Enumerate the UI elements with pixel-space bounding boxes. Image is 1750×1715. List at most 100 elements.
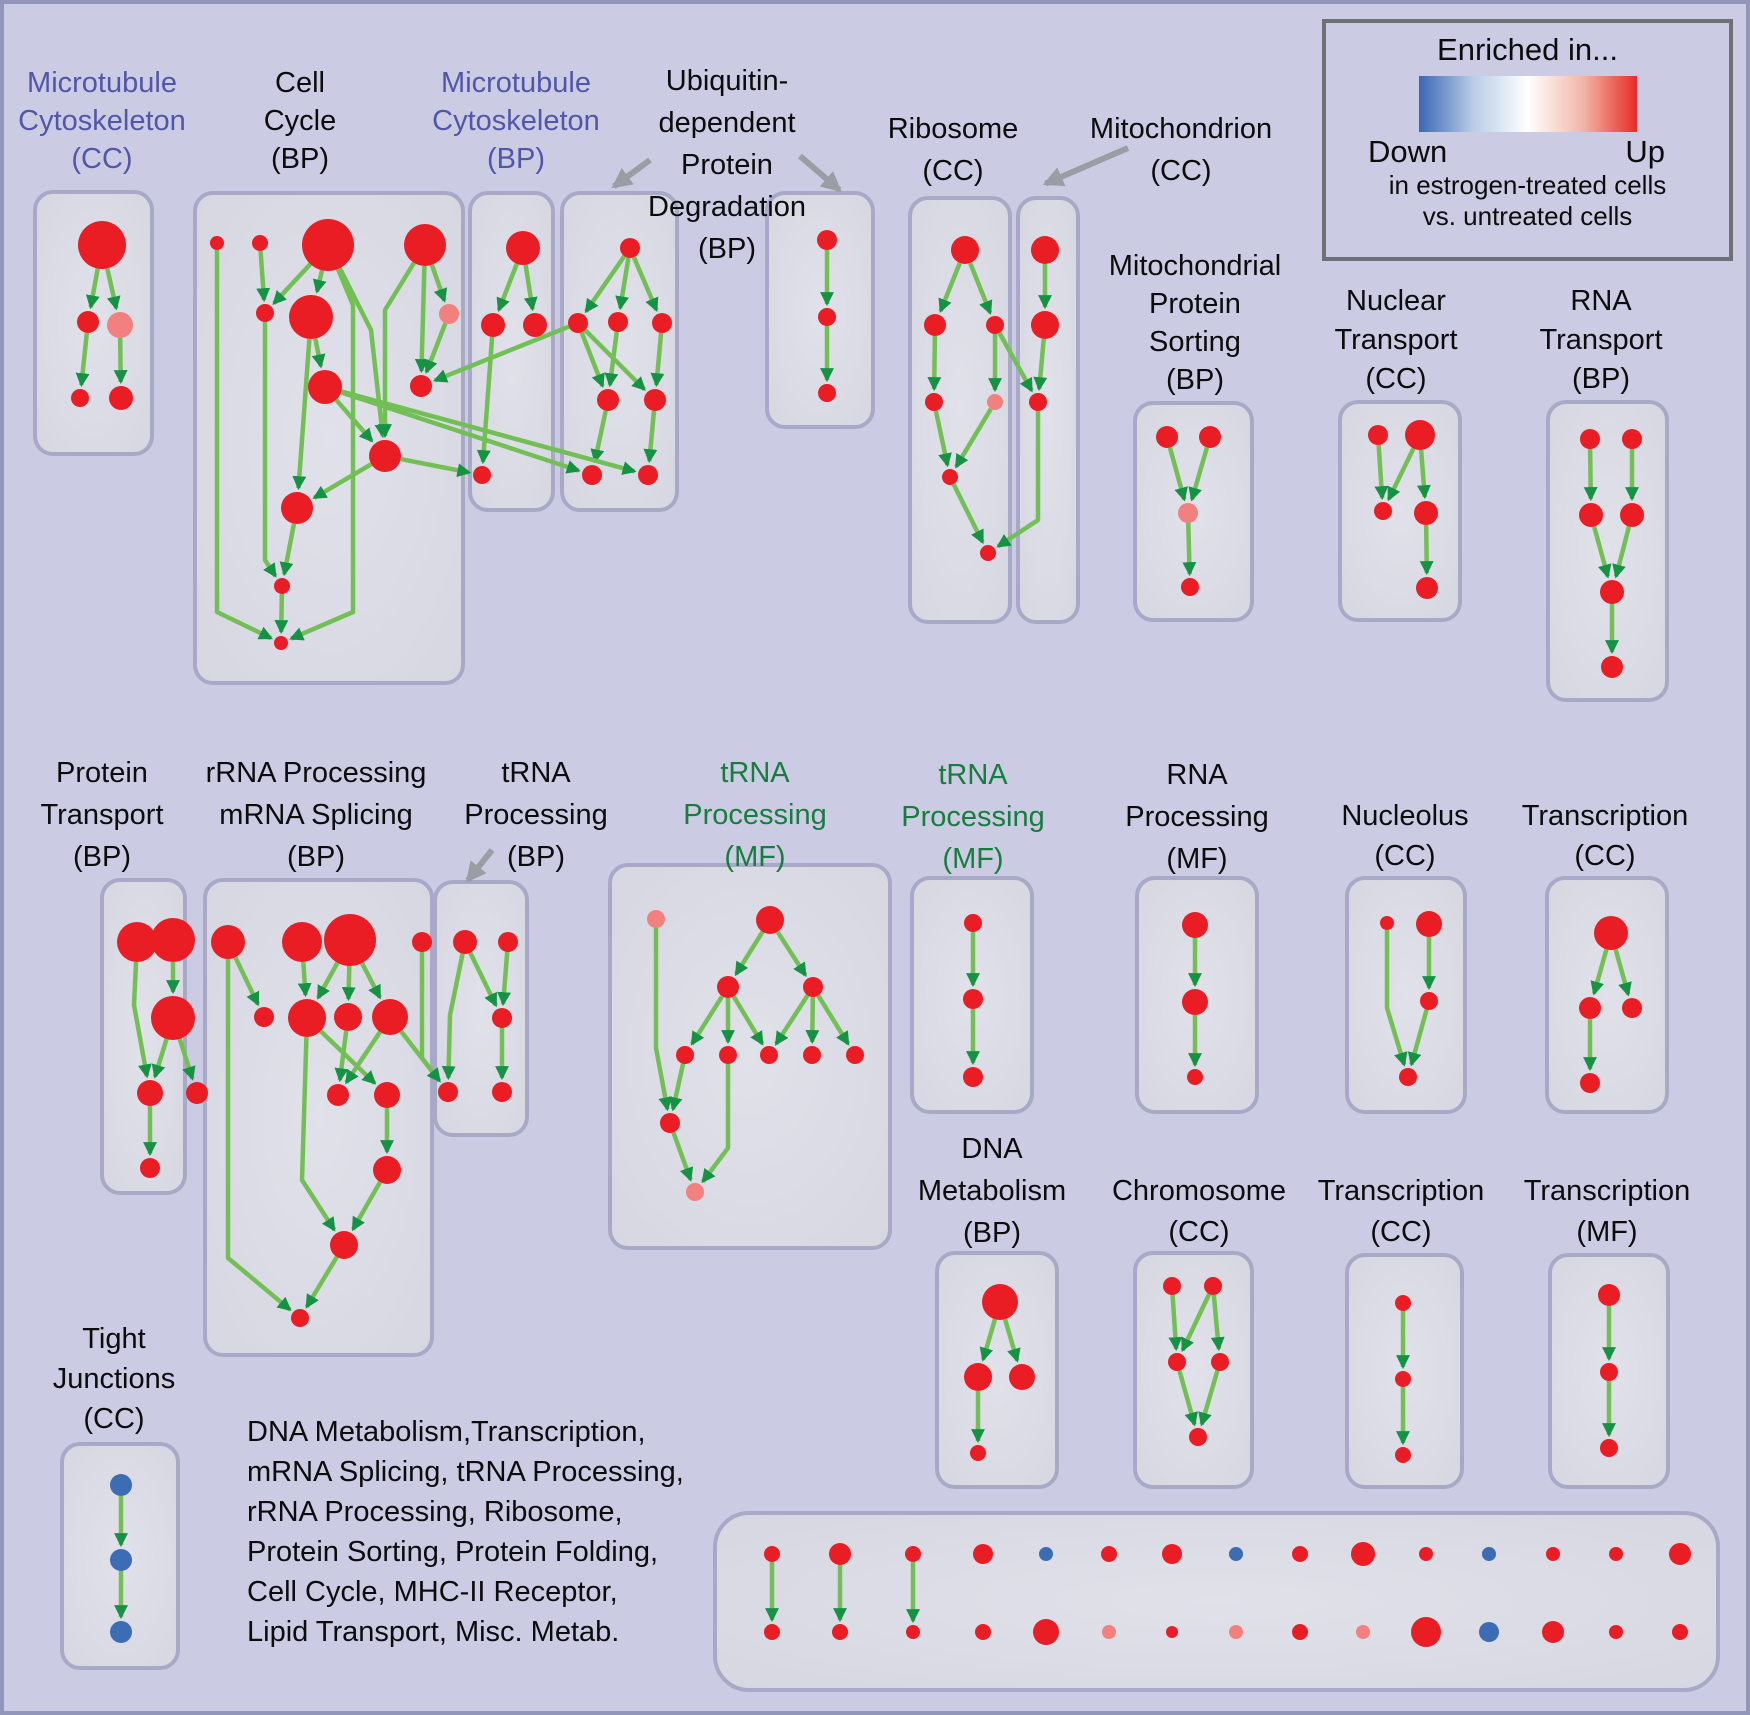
node xyxy=(1600,580,1624,604)
node xyxy=(324,914,376,966)
edge xyxy=(968,262,993,315)
dna-metabolism-bp-box xyxy=(935,1251,1059,1489)
boxes-layer xyxy=(33,190,1720,1692)
node xyxy=(1609,1625,1623,1639)
edge xyxy=(334,398,374,443)
note-line: rRNA Processing, Ribosome, xyxy=(247,1496,623,1528)
node xyxy=(1395,1371,1411,1387)
edge xyxy=(359,962,382,1000)
transcription-cc-a-label: Transcription (CC) xyxy=(1522,800,1689,872)
node xyxy=(1419,1547,1433,1561)
node xyxy=(1292,1546,1308,1562)
edge xyxy=(523,264,538,312)
edge xyxy=(996,411,1041,549)
node xyxy=(986,316,1004,334)
node xyxy=(1411,1617,1441,1647)
edge xyxy=(432,324,570,383)
edge xyxy=(279,523,297,577)
node xyxy=(282,922,322,962)
edge xyxy=(497,951,511,1007)
node xyxy=(818,384,836,402)
mt-cytoskeleton-bp-label: Microtubule Cytoskeleton (BP) xyxy=(432,67,600,175)
node xyxy=(372,999,408,1035)
edge xyxy=(690,995,725,1046)
node xyxy=(1199,426,1221,448)
node xyxy=(1351,1542,1375,1566)
edge xyxy=(1591,525,1612,579)
ubiquitin-degradation-bp-label: Ubiquitin-dependent Protein Degradation (BP… xyxy=(648,65,806,265)
node xyxy=(764,1624,780,1640)
labels-layer: Microtubule Cytoskeleton (CC) Cell Cycle (BP)… xyxy=(18,65,1690,1435)
nucleolus-cc-box xyxy=(1345,876,1467,1114)
node xyxy=(254,1007,274,1027)
node xyxy=(523,313,547,337)
node xyxy=(1579,503,1603,527)
edge xyxy=(643,410,658,464)
label-pointer-arrow xyxy=(1042,145,1130,187)
node xyxy=(1229,1625,1243,1639)
edge xyxy=(584,254,627,314)
edge xyxy=(424,322,448,374)
node xyxy=(327,1084,349,1106)
mitochondrion-cc-label: Mitochondrion (CC) xyxy=(1090,113,1272,187)
node xyxy=(1405,420,1435,450)
node xyxy=(1580,429,1600,449)
node xyxy=(1420,992,1438,1010)
edge xyxy=(1182,522,1197,577)
edge xyxy=(414,265,429,374)
edge xyxy=(262,322,278,578)
node xyxy=(1368,425,1388,445)
edge xyxy=(233,956,260,1007)
node xyxy=(644,389,666,411)
chromosome-cc-box xyxy=(1133,1251,1254,1489)
nuclear-transport-cc-box xyxy=(1338,400,1462,622)
edge xyxy=(1177,1370,1199,1427)
edge xyxy=(951,483,985,545)
rna-processing-mf-label: RNA Processing (MF) xyxy=(1125,759,1268,875)
legend-down-label: Down xyxy=(1368,134,1448,169)
node xyxy=(760,1046,778,1064)
node xyxy=(498,932,518,952)
node xyxy=(308,370,342,404)
node xyxy=(818,308,836,326)
edges-layer xyxy=(75,250,1639,1624)
node xyxy=(506,231,540,265)
node xyxy=(717,976,739,998)
node xyxy=(1620,503,1644,527)
edge xyxy=(805,996,820,1045)
node xyxy=(1039,1547,1053,1561)
edge xyxy=(1198,1370,1220,1427)
mt-cytoskeleton-cc-label: Microtubule Cytoskeleton (CC) xyxy=(18,67,186,175)
label-pointer-arrow xyxy=(611,157,652,189)
node xyxy=(274,578,290,594)
node xyxy=(1292,1624,1308,1640)
node xyxy=(274,636,288,650)
edge xyxy=(113,337,128,385)
edge xyxy=(289,268,356,641)
edge xyxy=(225,959,292,1312)
node xyxy=(1031,311,1059,339)
node xyxy=(1399,1068,1417,1086)
edge xyxy=(319,1029,377,1085)
pointer-arrows-layer xyxy=(465,145,1130,883)
node xyxy=(1009,1364,1035,1390)
node xyxy=(137,1080,163,1106)
edge xyxy=(105,267,121,311)
node xyxy=(660,1113,680,1133)
node xyxy=(1029,393,1047,411)
node xyxy=(373,1156,401,1184)
node xyxy=(140,1158,160,1178)
node xyxy=(906,1625,920,1639)
node xyxy=(1031,236,1059,264)
node xyxy=(117,922,157,962)
node xyxy=(1156,426,1178,448)
edge xyxy=(1180,1293,1212,1353)
node xyxy=(1189,1428,1207,1446)
node xyxy=(832,1624,848,1640)
label-pointer-arrow xyxy=(798,153,842,193)
edge xyxy=(340,390,581,474)
node xyxy=(568,313,588,333)
legend-title: Enriched in... xyxy=(1437,32,1618,67)
transcription-cc-b-box xyxy=(1345,1253,1464,1489)
edge xyxy=(340,389,637,475)
